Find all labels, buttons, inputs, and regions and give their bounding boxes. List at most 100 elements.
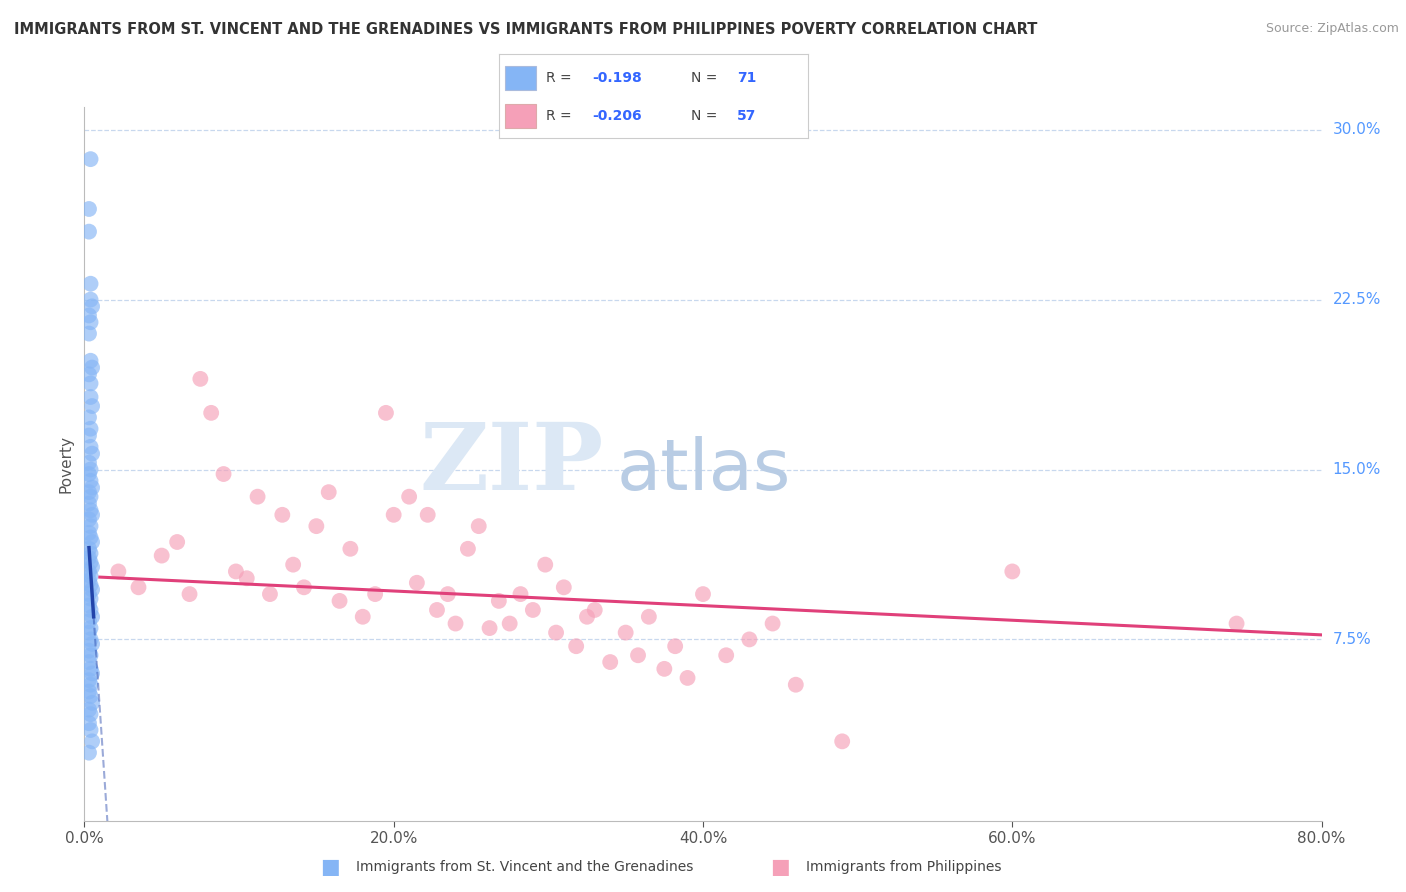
Point [318,485,340,500]
Point [534,558,557,572]
Point [79,632,101,647]
Point [82,560,104,574]
Text: 71: 71 [737,71,756,85]
Point [374,406,398,420]
Point [79,293,101,307]
Point [488,594,510,608]
Point [364,587,387,601]
Point [281,558,305,572]
Text: 7.5%: 7.5% [1333,632,1371,647]
Point [546,625,568,640]
Point [79,569,101,583]
Point [79,353,101,368]
Point [1001,565,1024,579]
Point [79,376,101,391]
Point [79,662,101,676]
Point [79,648,101,663]
Point [416,508,439,522]
Point [79,440,101,454]
Point [77,467,100,481]
Point [77,512,100,526]
Point [77,525,100,540]
Point [583,603,606,617]
Point [82,582,104,597]
Point [467,519,491,533]
Point [328,594,352,608]
FancyBboxPatch shape [505,104,536,128]
Text: Immigrants from Philippines: Immigrants from Philippines [806,860,1001,874]
Text: Immigrants from St. Vincent and the Grenadines: Immigrants from St. Vincent and the Gren… [356,860,693,874]
Point [652,662,675,676]
Point [77,225,100,239]
Point [79,503,101,517]
Point [235,571,259,585]
Point [77,587,100,601]
Point [305,519,328,533]
Point [79,621,101,635]
Point [77,644,100,658]
FancyBboxPatch shape [505,66,536,90]
Point [77,673,100,688]
Point [77,615,100,629]
Point [77,309,100,323]
Text: 30.0%: 30.0% [1333,122,1381,137]
Point [271,508,294,522]
Text: R =: R = [546,71,575,85]
Point [77,485,100,500]
Point [522,603,544,617]
Point [79,546,101,560]
Point [79,531,101,545]
Point [77,550,100,565]
Point [77,202,100,216]
Point [107,565,129,579]
Point [664,639,686,653]
Point [692,587,714,601]
Point [150,549,173,563]
Point [82,609,104,624]
Point [79,315,101,329]
Point [382,508,405,522]
Point [79,678,101,692]
Point [1225,616,1247,631]
Point [292,580,315,594]
Point [762,616,785,631]
Point [79,707,101,722]
Point [82,508,104,522]
Point [499,616,522,631]
Point [82,299,104,313]
Point [82,399,104,413]
Point [82,447,104,461]
Point [166,535,188,549]
Text: ■: ■ [770,857,790,877]
Point [82,481,104,495]
Y-axis label: Poverty: Poverty [58,434,73,493]
Point [79,723,101,737]
Point [79,603,101,617]
Point [77,684,100,698]
Point [457,541,479,556]
Point [509,587,531,601]
Point [785,678,807,692]
Point [82,696,104,710]
Point [478,621,501,635]
Text: ■: ■ [321,857,340,877]
Text: -0.206: -0.206 [592,109,641,123]
Point [553,580,575,594]
Point [77,746,100,760]
Point [79,277,101,291]
Point [565,639,588,653]
Point [246,490,269,504]
Point [79,390,101,404]
Text: N =: N = [690,109,721,123]
Point [225,565,247,579]
Point [77,541,100,556]
Point [831,734,853,748]
Point [77,574,100,588]
Text: Source: ZipAtlas.com: Source: ZipAtlas.com [1265,22,1399,36]
Point [77,565,100,579]
Point [405,575,427,590]
Point [79,490,101,504]
Point [259,587,281,601]
Point [188,372,211,386]
Text: R =: R = [546,109,575,123]
